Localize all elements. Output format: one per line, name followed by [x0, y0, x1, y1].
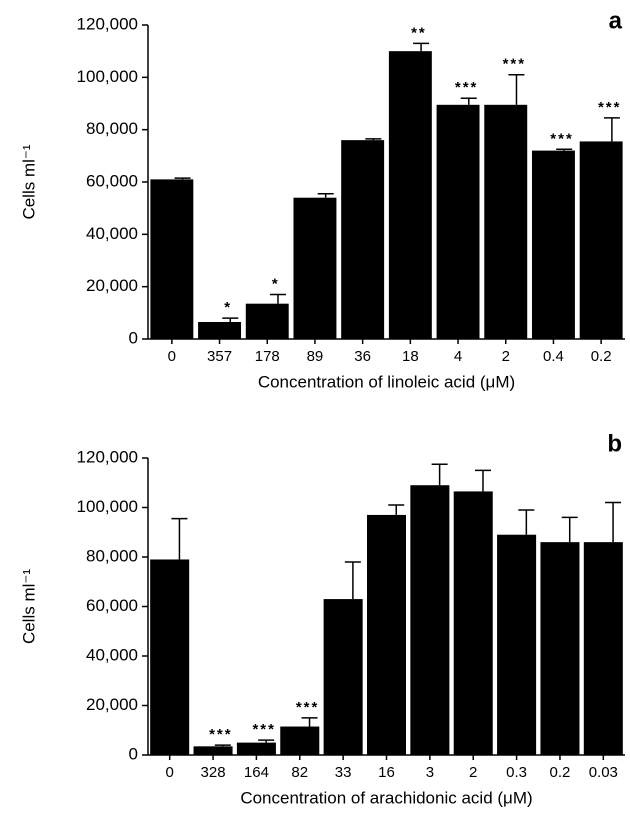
- y-tick-label: 40,000: [86, 645, 138, 664]
- significance: ***: [503, 56, 527, 73]
- x-axis-title: Concentration of arachidonic acid (μM): [240, 788, 532, 807]
- bar: [193, 746, 233, 755]
- significance: *: [272, 275, 280, 292]
- bar: [293, 197, 337, 339]
- x-axis-title: Concentration of linoleic acid (μM): [258, 372, 515, 391]
- y-tick-label: 0: [129, 744, 138, 763]
- x-tick-label: 16: [378, 764, 395, 781]
- x-tick-label: 33: [335, 764, 352, 781]
- y-tick-label: 100,000: [77, 497, 138, 516]
- bar: [198, 321, 242, 339]
- x-tick-label: 0.03: [589, 764, 618, 781]
- x-tick-label: 0.4: [543, 348, 564, 365]
- x-tick-label: 0.2: [591, 348, 612, 365]
- y-tick-label: 60,000: [86, 171, 138, 190]
- significance: **: [411, 24, 427, 41]
- bar: [150, 559, 190, 755]
- x-tick-label: 328: [201, 764, 226, 781]
- x-tick-label: 0.3: [506, 764, 527, 781]
- bar: [540, 542, 580, 755]
- panel-label: a: [609, 7, 623, 34]
- bar: [531, 150, 575, 339]
- y-axis-title: Cells ml⁻¹: [19, 144, 38, 219]
- y-tick-label: 60,000: [86, 596, 138, 615]
- significance: ***: [598, 99, 622, 116]
- y-tick-label: 120,000: [77, 14, 138, 33]
- x-tick-label: 178: [255, 348, 280, 365]
- x-tick-label: 89: [307, 348, 324, 365]
- x-tick-label: 357: [207, 348, 232, 365]
- y-tick-label: 20,000: [86, 276, 138, 295]
- bar: [245, 303, 289, 339]
- bar: [388, 51, 432, 340]
- y-tick-label: 0: [129, 328, 138, 347]
- bar: [453, 491, 493, 755]
- x-tick-label: 3: [426, 764, 434, 781]
- significance: ***: [455, 79, 479, 96]
- x-tick-label: 0.2: [550, 764, 571, 781]
- significance: ***: [252, 721, 276, 738]
- bar: [583, 542, 623, 755]
- x-tick-label: 2: [502, 348, 510, 365]
- bar: [323, 599, 363, 755]
- y-tick-label: 100,000: [77, 67, 138, 86]
- bar: [280, 726, 320, 755]
- significance: ***: [550, 130, 574, 147]
- x-tick-label: 4: [454, 348, 462, 365]
- x-tick-label: 36: [354, 348, 371, 365]
- x-tick-label: 0: [166, 764, 174, 781]
- bar: [484, 104, 528, 339]
- bar: [150, 179, 194, 339]
- bar: [497, 534, 537, 755]
- bar: [341, 140, 385, 339]
- bar: [236, 742, 276, 755]
- bar: [366, 514, 407, 755]
- bar: [579, 141, 623, 339]
- y-tick-label: 80,000: [86, 119, 138, 138]
- y-tick-label: 120,000: [77, 447, 138, 466]
- x-tick-label: 2: [469, 764, 477, 781]
- significance: *: [224, 299, 232, 316]
- significance: ***: [209, 726, 233, 743]
- y-tick-label: 80,000: [86, 546, 138, 565]
- y-tick-label: 20,000: [86, 695, 138, 714]
- x-tick-label: 18: [402, 348, 419, 365]
- panel-label: b: [607, 430, 622, 457]
- x-tick-label: 0: [168, 348, 176, 365]
- y-tick-label: 40,000: [86, 224, 138, 243]
- bar: [436, 104, 480, 339]
- significance: ***: [296, 699, 320, 716]
- y-axis-title: Cells ml⁻¹: [19, 569, 38, 644]
- x-tick-label: 82: [291, 764, 308, 781]
- x-tick-label: 164: [244, 764, 269, 781]
- bar: [410, 485, 450, 755]
